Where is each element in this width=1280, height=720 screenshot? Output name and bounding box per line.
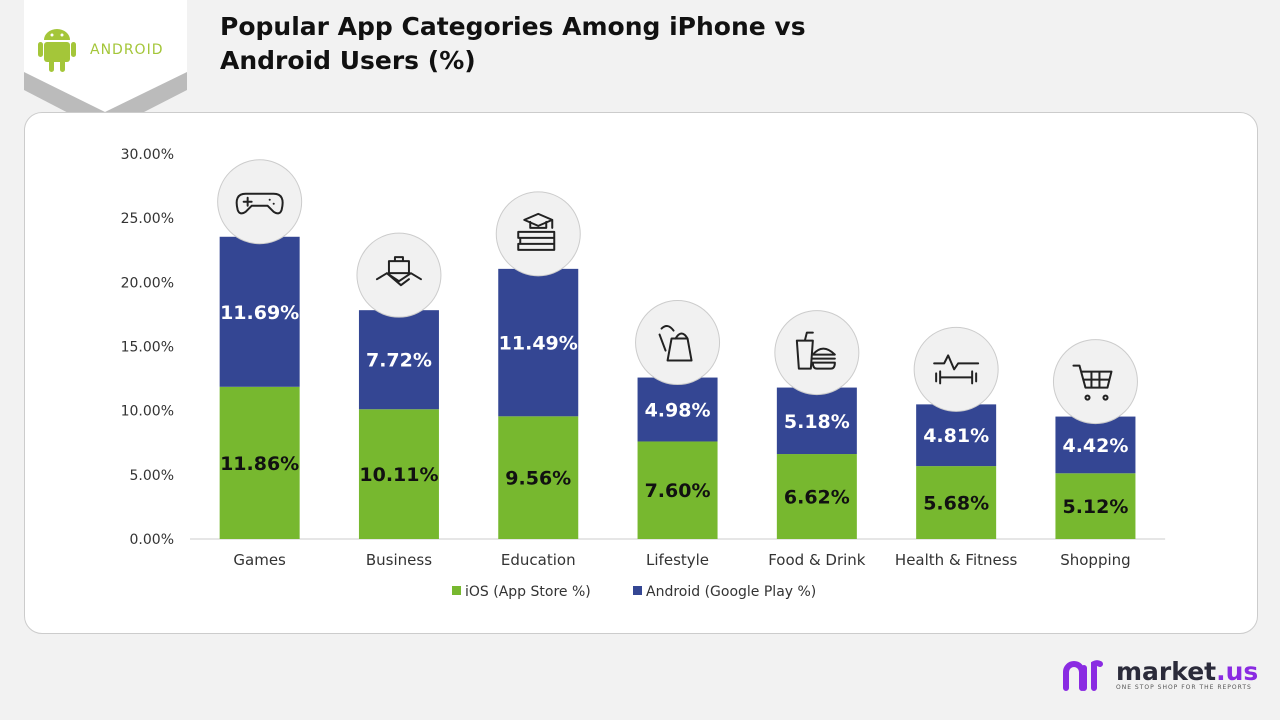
- books-graduation-cap-icon: [517, 212, 556, 251]
- bar-android: [498, 268, 579, 417]
- y-tick-label: 30.00%: [121, 147, 174, 163]
- legend-swatch: [633, 586, 642, 595]
- bar-ios: [1055, 473, 1136, 539]
- data-label: 11.49%: [499, 333, 578, 355]
- bar-android: [358, 310, 439, 410]
- x-tick-label: Lifestyle: [646, 551, 709, 569]
- bar-ios: [776, 454, 857, 539]
- gamepad-icon: [235, 192, 284, 215]
- bar-android: [776, 387, 857, 455]
- category-icon-circle: [635, 300, 721, 386]
- category-icon-circle: [495, 191, 581, 277]
- bar-ios: [916, 466, 997, 539]
- y-tick-label: 5.00%: [130, 468, 174, 484]
- x-tick-label: Shopping: [1060, 551, 1130, 569]
- legend-label: Android (Google Play %): [646, 584, 816, 600]
- category-icon-circle: [913, 326, 999, 412]
- legend-swatch: [452, 586, 461, 595]
- market-us-mark-icon: [1063, 660, 1103, 691]
- data-label: 11.86%: [220, 453, 299, 475]
- y-tick-label: 25.00%: [121, 211, 174, 227]
- data-label: 4.42%: [1062, 435, 1128, 457]
- drink-burger-icon: [795, 331, 836, 370]
- brand-name: market: [1116, 656, 1217, 686]
- shopping-bags-icon: [658, 325, 693, 362]
- data-label: 7.60%: [645, 480, 711, 502]
- data-label: 7.72%: [366, 350, 432, 372]
- brand-tagline: ONE STOP SHOP FOR THE REPORTS: [1116, 683, 1252, 691]
- y-tick-label: 20.00%: [121, 275, 174, 291]
- android-logo-text: ANDROID: [90, 42, 164, 58]
- data-label: 9.56%: [505, 468, 571, 490]
- brand-suffix: .us: [1216, 656, 1259, 686]
- category-icon-circle: [1052, 339, 1138, 425]
- data-label: 4.81%: [923, 425, 989, 447]
- bar-android: [1055, 416, 1136, 474]
- x-tick-label: Education: [501, 551, 576, 569]
- bar-ios: [358, 409, 439, 539]
- y-tick-label: 10.00%: [121, 404, 174, 420]
- y-tick-label: 15.00%: [121, 340, 174, 356]
- data-label: 11.69%: [220, 302, 299, 324]
- category-icon-circle: [217, 159, 303, 245]
- x-tick-label: Games: [233, 551, 286, 569]
- legend-label: iOS (App Store %): [465, 584, 591, 600]
- data-label: 5.18%: [784, 411, 850, 433]
- handshake-briefcase-icon: [375, 256, 422, 287]
- bar-ios: [219, 386, 300, 539]
- category-icon-circle: [356, 232, 442, 318]
- data-label: 5.12%: [1062, 496, 1128, 518]
- bar-android: [916, 404, 997, 467]
- x-tick-label: Business: [366, 551, 432, 569]
- y-tick-label: 0.00%: [130, 532, 174, 548]
- category-icon-circle: [774, 310, 860, 396]
- bar-ios: [498, 416, 579, 539]
- bar-ios: [637, 441, 718, 539]
- data-label: 10.11%: [359, 464, 438, 486]
- data-label: 5.68%: [923, 493, 989, 515]
- x-tick-label: Food & Drink: [768, 551, 866, 569]
- heartbeat-dumbbell-icon: [933, 354, 980, 385]
- shopping-cart-icon: [1072, 364, 1113, 401]
- page-title: Popular App Categories Among iPhone vs A…: [220, 12, 806, 75]
- data-label: 4.98%: [645, 400, 711, 422]
- android-logo-badge: ANDROID: [24, 0, 187, 132]
- bar-android: [637, 377, 718, 442]
- x-tick-label: Health & Fitness: [895, 551, 1018, 569]
- bar-android: [219, 236, 300, 387]
- market-us-logo: market.us ONE STOP SHOP FOR THE REPORTS: [1062, 658, 1258, 692]
- data-label: 6.62%: [784, 487, 850, 509]
